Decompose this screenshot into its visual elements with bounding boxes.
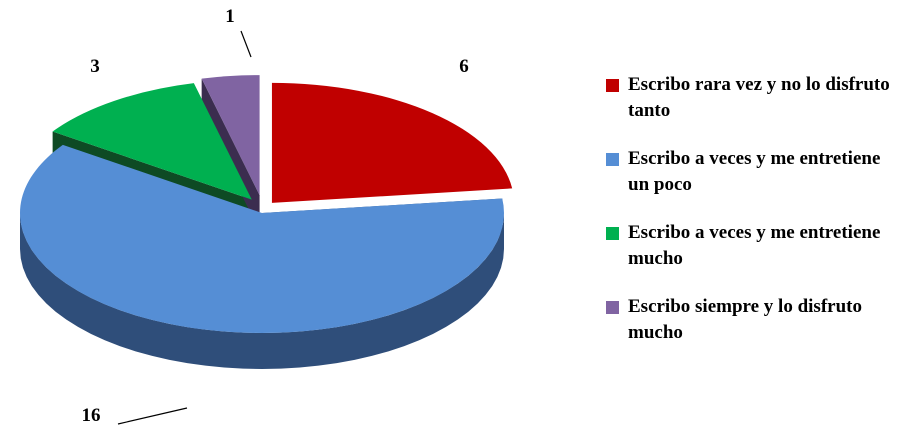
slice-escribo-siempre-y-lo-disfruto-mucho [201, 75, 260, 196]
pie-slices [20, 75, 513, 333]
legend-item-escribo-siempre-y-lo-disfruto-mucho: Escribo siempre y lo disfruto mucho [606, 294, 896, 346]
legend-swatch [606, 301, 619, 314]
leader-lines [117, 30, 252, 425]
slice-escribo-rara-vez-y-no-lo-disfruto-tanto [271, 82, 513, 203]
legend-item-escribo-a-veces-y-me-entretiene-mucho: Escribo a veces y me entretiene mucho [606, 220, 896, 272]
legend-swatch [606, 227, 619, 240]
legend-item-escribo-rara-vez-y-no-lo-disfruto-tanto: Escribo rara vez y no lo disfruto tanto [606, 72, 896, 124]
slice-escribo-a-veces-y-me-entretiene-un-poco [20, 144, 505, 333]
data-label-escribo-a-veces-y-me-entretiene-un-poco: 16 [82, 405, 101, 426]
data-label-escribo-rara-vez-y-no-lo-disfruto-tanto: 6 [459, 56, 469, 77]
pie-chart: 6 16 3 1 [20, 6, 513, 426]
legend: Escribo rara vez y no lo disfruto tanto E… [606, 72, 896, 368]
legend-label: Escribo a veces y me entretiene mucho [628, 222, 881, 269]
slice-side-escribo-a-veces-y-me-entretiene-un-poco [20, 213, 504, 369]
legend-swatch [606, 79, 619, 92]
data-labels: 6 16 3 1 [82, 6, 469, 426]
legend-label: Escribo a veces y me entretiene un poco [628, 148, 881, 195]
legend-swatch [606, 153, 619, 166]
legend-label: Escribo rara vez y no lo disfruto tanto [628, 74, 890, 121]
legend-label: Escribo siempre y lo disfruto mucho [628, 296, 862, 343]
legend-item-escribo-a-veces-y-me-entretiene-un-poco: Escribo a veces y me entretiene un poco [606, 146, 896, 198]
leader-line-escribo-a-veces-y-me-entretiene-un-poco [117, 407, 188, 425]
data-label-escribo-siempre-y-lo-disfruto-mucho: 1 [225, 6, 235, 27]
slice-escribo-a-veces-y-me-entretiene-mucho [52, 83, 252, 200]
data-label-escribo-a-veces-y-me-entretiene-mucho: 3 [90, 56, 100, 77]
leader-line-escribo-siempre-y-lo-disfruto-mucho [240, 30, 252, 58]
